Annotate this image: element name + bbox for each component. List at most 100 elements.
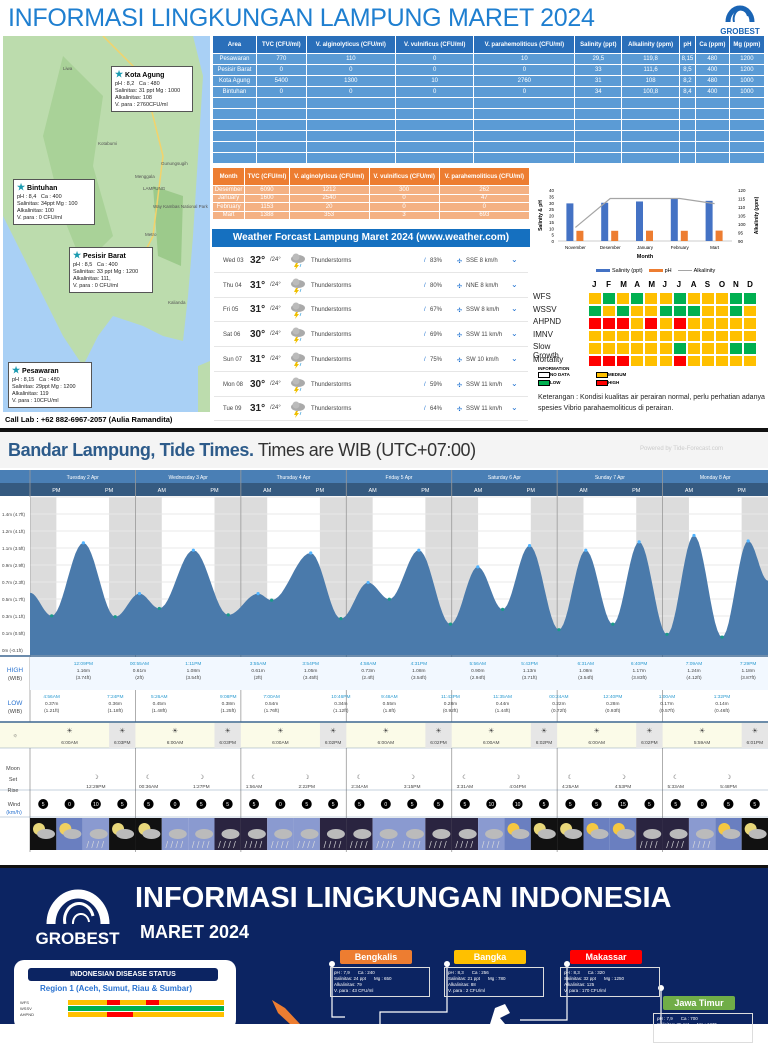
heatmap-cell xyxy=(133,1012,146,1017)
heatmap-cell xyxy=(602,317,617,330)
forecast-row[interactable]: Tue 09 31° /24° Thunderstorms / 64% ✣ SSW 11 km… xyxy=(214,397,528,422)
forecast-low: /24° xyxy=(270,331,281,338)
high-tide-point[interactable] xyxy=(256,592,260,596)
wind-direction-icon xyxy=(618,799,629,809)
region-ph: pH : 7,9 xyxy=(657,1016,673,1021)
value-line xyxy=(657,1034,749,1040)
high-tide-point[interactable] xyxy=(692,533,696,538)
expand-chevron-icon[interactable]: ⌄ xyxy=(511,378,518,388)
forecast-low: /24° xyxy=(270,306,281,313)
region-alk: Alkalinitas: 88 xyxy=(448,982,476,987)
heatmap-cell xyxy=(602,304,617,317)
forecast-row[interactable]: Wed 03 32° /24° Thunderstorms / 83% ✣ SSE 8 km/… xyxy=(214,249,528,273)
tide-height: 0.54m xyxy=(265,701,278,707)
expand-chevron-icon[interactable]: ⌄ xyxy=(511,279,518,289)
forecast-row[interactable]: Mon 08 30° /24° Thunderstorms / 59% ✣ SSW 11 km… xyxy=(214,373,528,397)
heatmap-cell xyxy=(94,1012,107,1017)
table-cell: 33 xyxy=(574,64,623,76)
expand-chevron-icon[interactable]: ⌄ xyxy=(511,353,518,363)
table-row xyxy=(212,141,766,153)
high-tide-point[interactable] xyxy=(366,580,370,585)
high-tide-point[interactable] xyxy=(527,543,532,548)
high-tide-point[interactable] xyxy=(81,541,85,545)
tide-height-ft: (3.87ft) xyxy=(741,675,757,681)
table-cell xyxy=(473,141,576,153)
low-tide-point[interactable] xyxy=(339,616,343,621)
forecast-row[interactable]: Fri 05 31° /24° Thunderstorms / 67% ✣ SSW 8 km/… xyxy=(214,298,528,323)
high-tide-point[interactable] xyxy=(584,548,588,552)
heatmap-cell xyxy=(644,329,659,342)
heatmap-cell xyxy=(658,329,673,342)
wind-speed: 0 xyxy=(174,802,177,808)
region-values: pH : 7,9 Ca : 700 Salinitas: 35 ppt Mg : 12… xyxy=(653,1013,753,1043)
forecast-wind: NNE 8 km/h xyxy=(466,282,499,289)
night-partly-cloudy-icon xyxy=(109,818,136,850)
wind-icon: ✣ xyxy=(457,407,463,414)
y2-tick-label: 120 xyxy=(738,188,746,193)
heatmap-cell xyxy=(94,1000,107,1005)
high-tide-point[interactable] xyxy=(417,548,421,552)
legend-item: LOW xyxy=(538,380,561,386)
region-vpara: V. para : 43 CFU/ml xyxy=(334,988,374,993)
legend-label: LOW xyxy=(550,380,561,386)
table-cell xyxy=(621,141,680,153)
low-tide-point[interactable] xyxy=(720,635,724,639)
low-tide-point[interactable] xyxy=(270,598,274,602)
ampm-header: PM xyxy=(421,488,430,494)
thunderstorm-icon xyxy=(291,377,305,394)
month-header: A xyxy=(163,994,166,999)
tide-height-ft: (3.54ft) xyxy=(578,675,594,681)
table-cell xyxy=(678,97,696,109)
high-tide-point[interactable] xyxy=(476,565,480,569)
wind-speed: 5 xyxy=(569,802,572,808)
expand-chevron-icon[interactable]: ⌄ xyxy=(511,329,518,339)
high-tide-point[interactable] xyxy=(191,548,195,552)
table-row: January 1600 2540 0 47 xyxy=(211,193,531,203)
low-tide-point[interactable] xyxy=(226,613,230,617)
table-cell: 353 xyxy=(288,210,370,220)
low-tide-point[interactable] xyxy=(448,622,453,626)
low-tide-point[interactable] xyxy=(611,622,615,626)
high-tide-point[interactable] xyxy=(637,540,641,544)
site-card-pesawaran: ★ Pesawaran pH : 8,15 Ca : 480 Salinitas: … xyxy=(8,362,92,408)
legend-label: Salinity (ppt) xyxy=(612,268,643,274)
low-tide-point[interactable] xyxy=(50,614,54,618)
humidity-icon: / xyxy=(424,258,426,264)
high-tide-point[interactable] xyxy=(309,551,313,555)
night-rain-icon xyxy=(425,818,452,850)
table-cell: 0 xyxy=(473,86,576,98)
tide-height-ft: (2.4ft) xyxy=(362,675,375,681)
high-tide-point[interactable] xyxy=(746,539,750,543)
sunny-cloudy-icon xyxy=(583,818,610,850)
low-tide-point[interactable] xyxy=(113,615,117,619)
low-tide-point[interactable] xyxy=(665,632,669,636)
y-tick-label: 25 xyxy=(549,207,555,212)
heatmap-cell xyxy=(714,354,729,367)
forecast-row[interactable]: Sun 07 31° /24° Thunderstorms / 75% ✣ SW 10 km/… xyxy=(214,348,528,372)
heatmap-cell xyxy=(146,1012,159,1017)
expand-chevron-icon[interactable]: ⌄ xyxy=(511,255,518,264)
table-cell xyxy=(621,152,680,164)
column-header: V. alginolyticus (CFU/ml) xyxy=(305,35,396,54)
low-tide-point[interactable] xyxy=(501,607,505,611)
wind-speed: 5 xyxy=(253,802,256,808)
moonrise-time: 2:34AM xyxy=(351,784,368,790)
powered-by[interactable]: Powered by Tide-Forecast.com xyxy=(640,446,724,452)
ampm-header: AM xyxy=(474,488,483,494)
high-tide-point[interactable] xyxy=(137,592,142,596)
wind-direction-icon xyxy=(644,799,655,809)
expand-chevron-icon[interactable]: ⌄ xyxy=(511,403,518,413)
forecast-row[interactable]: Sat 06 30° /24° Thunderstorms / 69% ✣ SSW 11 km… xyxy=(214,323,528,348)
night-partly-cloudy-icon xyxy=(557,818,584,850)
forecast-condition: Thunderstorms xyxy=(311,282,352,289)
disease-label: WFS xyxy=(20,1000,29,1005)
expand-chevron-icon[interactable]: ⌄ xyxy=(511,304,518,314)
low-tide-point[interactable] xyxy=(157,606,161,611)
forecast-row[interactable]: Thu 04 31° /24° Thunderstorms / 80% ✣ NNE 8 km/… xyxy=(214,274,528,298)
wind-unit-link[interactable]: (km/h) xyxy=(6,810,22,816)
low-tide-point[interactable] xyxy=(557,628,561,632)
legend-swatch xyxy=(538,380,550,386)
low-tide-point[interactable] xyxy=(387,597,391,601)
table-row: Bintuhan 0 0 0 0 34 100,8 8,4 400 1000 xyxy=(212,86,766,98)
wind-speed: 5 xyxy=(411,802,414,808)
